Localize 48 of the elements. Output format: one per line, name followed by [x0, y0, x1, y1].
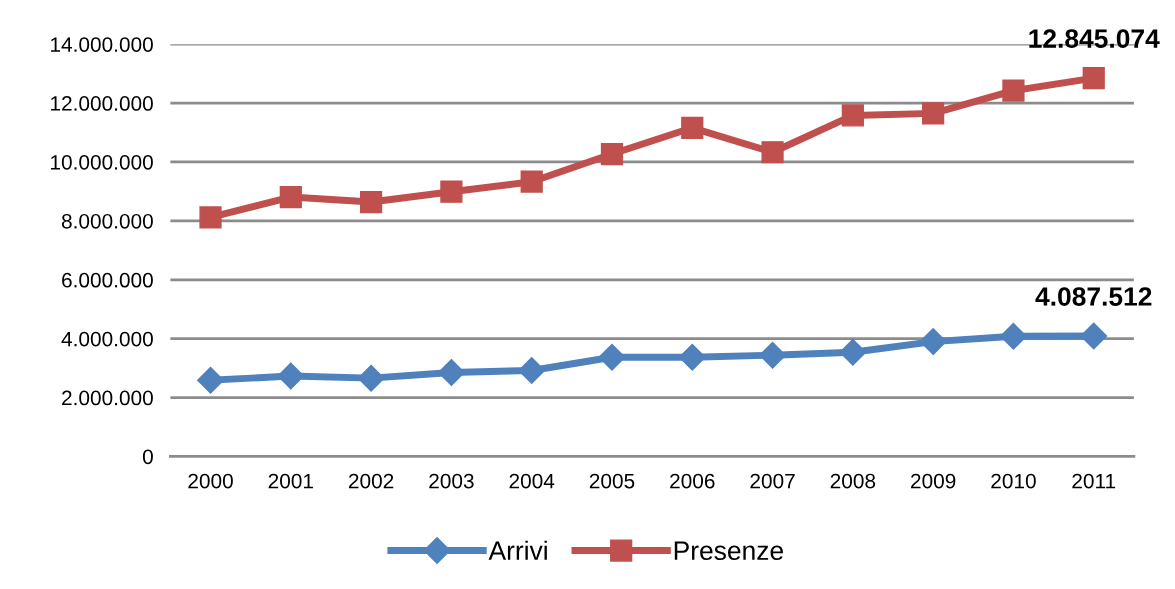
point	[841, 104, 864, 127]
y-tick-label: 12.000.000	[51, 96, 153, 111]
point	[999, 322, 1027, 350]
point	[600, 142, 624, 166]
legend-label: Presenze	[674, 541, 783, 561]
x-tick-label: 2010	[991, 473, 1036, 489]
y-tick-label: 4.000.000	[61, 331, 153, 347]
point	[520, 170, 543, 193]
point	[197, 366, 224, 394]
x-tick-label: 2008	[830, 473, 876, 489]
x-tick-label: 2005	[589, 473, 635, 489]
x-tick-label: 2006	[670, 473, 715, 489]
legend-label: Arrivi	[488, 540, 547, 560]
point	[357, 364, 385, 392]
point	[759, 341, 787, 369]
point	[199, 206, 222, 229]
point	[1082, 67, 1105, 90]
y-tick-label: 6.000.000	[62, 272, 153, 288]
point	[1080, 322, 1108, 350]
x-tick-label: 2007	[750, 473, 795, 489]
y-tick-label: 2.000.000	[62, 390, 153, 406]
y-tick-label: 10.000.000	[51, 154, 153, 170]
x-tick-label: 2011	[1072, 473, 1116, 489]
x-tick-label: 2000	[188, 473, 233, 489]
point	[681, 116, 704, 139]
point	[922, 102, 945, 125]
y-tick-label: 8.000.000	[61, 213, 153, 229]
point	[919, 328, 947, 356]
annotation: 4.087.512	[1035, 287, 1152, 306]
point	[761, 141, 784, 164]
point	[678, 343, 706, 371]
x-tick-label: 2002	[348, 473, 394, 489]
point	[1002, 79, 1025, 102]
point	[440, 180, 463, 203]
annotation: 12.845.074	[1029, 29, 1160, 48]
x-tick-label: 2009	[911, 473, 956, 489]
y-tick-label: 0	[142, 449, 153, 465]
point	[277, 362, 305, 390]
point	[279, 185, 302, 209]
y-tick-label: 14.000.000	[51, 37, 153, 52]
point	[518, 357, 546, 384]
point	[598, 343, 626, 371]
x-tick-label: 2001	[268, 473, 313, 489]
point	[839, 338, 867, 366]
x-tick-label: 2003	[429, 473, 474, 489]
point	[359, 190, 383, 214]
point	[437, 359, 465, 387]
x-tick-label: 2004	[509, 473, 555, 489]
